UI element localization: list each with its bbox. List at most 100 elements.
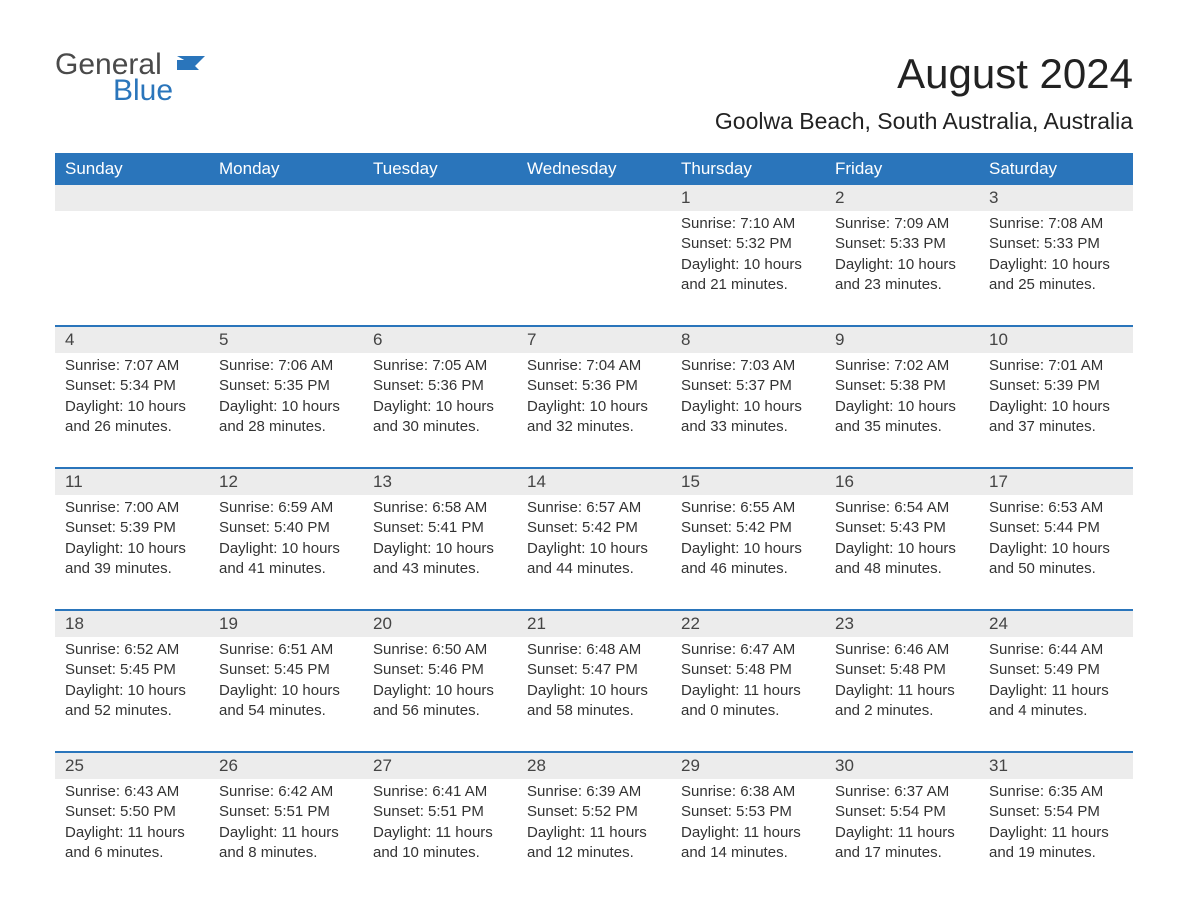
day-number: 2: [825, 185, 979, 211]
day-data: Sunrise: 7:07 AMSunset: 5:34 PMDaylight:…: [55, 353, 209, 453]
day-number: 1: [671, 185, 825, 211]
day-number: 30: [825, 753, 979, 779]
day-data: Sunrise: 6:48 AMSunset: 5:47 PMDaylight:…: [517, 637, 671, 737]
day-data: Sunrise: 6:59 AMSunset: 5:40 PMDaylight:…: [209, 495, 363, 595]
calendar-cell: 6Sunrise: 7:05 AMSunset: 5:36 PMDaylight…: [363, 327, 517, 453]
day-number: 7: [517, 327, 671, 353]
day-data: Sunrise: 6:35 AMSunset: 5:54 PMDaylight:…: [979, 779, 1133, 879]
calendar-cell: 2Sunrise: 7:09 AMSunset: 5:33 PMDaylight…: [825, 185, 979, 311]
calendar-cell: 16Sunrise: 6:54 AMSunset: 5:43 PMDayligh…: [825, 469, 979, 595]
calendar-cell: 17Sunrise: 6:53 AMSunset: 5:44 PMDayligh…: [979, 469, 1133, 595]
day-data: Sunrise: 7:04 AMSunset: 5:36 PMDaylight:…: [517, 353, 671, 453]
day-number: 29: [671, 753, 825, 779]
day-data: [517, 211, 671, 311]
day-number: 18: [55, 611, 209, 637]
day-number: 24: [979, 611, 1133, 637]
day-number: 25: [55, 753, 209, 779]
day-data: [363, 211, 517, 311]
day-number: 14: [517, 469, 671, 495]
day-header-thursday: Thursday: [671, 153, 825, 185]
calendar-cell: 24Sunrise: 6:44 AMSunset: 5:49 PMDayligh…: [979, 611, 1133, 737]
day-number: 31: [979, 753, 1133, 779]
logo-blue-text: Blue: [113, 76, 173, 106]
day-data: Sunrise: 6:37 AMSunset: 5:54 PMDaylight:…: [825, 779, 979, 879]
calendar-cell: 25Sunrise: 6:43 AMSunset: 5:50 PMDayligh…: [55, 753, 209, 879]
day-data: Sunrise: 7:02 AMSunset: 5:38 PMDaylight:…: [825, 353, 979, 453]
day-data: Sunrise: 7:03 AMSunset: 5:37 PMDaylight:…: [671, 353, 825, 453]
day-number: 23: [825, 611, 979, 637]
calendar-cell: 23Sunrise: 6:46 AMSunset: 5:48 PMDayligh…: [825, 611, 979, 737]
calendar-cell: [209, 185, 363, 311]
calendar-cell: 9Sunrise: 7:02 AMSunset: 5:38 PMDaylight…: [825, 327, 979, 453]
calendar: Sunday Monday Tuesday Wednesday Thursday…: [55, 153, 1133, 879]
day-number: 6: [363, 327, 517, 353]
calendar-cell: [55, 185, 209, 311]
calendar-cell: 5Sunrise: 7:06 AMSunset: 5:35 PMDaylight…: [209, 327, 363, 453]
calendar-cell: 28Sunrise: 6:39 AMSunset: 5:52 PMDayligh…: [517, 753, 671, 879]
day-headers-row: Sunday Monday Tuesday Wednesday Thursday…: [55, 153, 1133, 185]
day-data: Sunrise: 6:55 AMSunset: 5:42 PMDaylight:…: [671, 495, 825, 595]
day-number: 19: [209, 611, 363, 637]
day-data: Sunrise: 6:43 AMSunset: 5:50 PMDaylight:…: [55, 779, 209, 879]
day-number: 20: [363, 611, 517, 637]
calendar-cell: 11Sunrise: 7:00 AMSunset: 5:39 PMDayligh…: [55, 469, 209, 595]
day-number: 5: [209, 327, 363, 353]
day-data: Sunrise: 6:39 AMSunset: 5:52 PMDaylight:…: [517, 779, 671, 879]
calendar-cell: 12Sunrise: 6:59 AMSunset: 5:40 PMDayligh…: [209, 469, 363, 595]
day-number: 21: [517, 611, 671, 637]
day-data: [55, 211, 209, 311]
calendar-cell: 10Sunrise: 7:01 AMSunset: 5:39 PMDayligh…: [979, 327, 1133, 453]
day-number: 13: [363, 469, 517, 495]
calendar-cell: 27Sunrise: 6:41 AMSunset: 5:51 PMDayligh…: [363, 753, 517, 879]
day-header-saturday: Saturday: [979, 153, 1133, 185]
calendar-cell: 30Sunrise: 6:37 AMSunset: 5:54 PMDayligh…: [825, 753, 979, 879]
day-data: Sunrise: 7:01 AMSunset: 5:39 PMDaylight:…: [979, 353, 1133, 453]
day-number: [363, 185, 517, 211]
calendar-cell: 4Sunrise: 7:07 AMSunset: 5:34 PMDaylight…: [55, 327, 209, 453]
day-data: Sunrise: 7:06 AMSunset: 5:35 PMDaylight:…: [209, 353, 363, 453]
day-data: Sunrise: 7:09 AMSunset: 5:33 PMDaylight:…: [825, 211, 979, 311]
calendar-cell: 22Sunrise: 6:47 AMSunset: 5:48 PMDayligh…: [671, 611, 825, 737]
day-number: [209, 185, 363, 211]
day-data: Sunrise: 6:38 AMSunset: 5:53 PMDaylight:…: [671, 779, 825, 879]
calendar-cell: [363, 185, 517, 311]
weeks-container: 1Sunrise: 7:10 AMSunset: 5:32 PMDaylight…: [55, 185, 1133, 879]
calendar-cell: 1Sunrise: 7:10 AMSunset: 5:32 PMDaylight…: [671, 185, 825, 311]
calendar-cell: 29Sunrise: 6:38 AMSunset: 5:53 PMDayligh…: [671, 753, 825, 879]
day-number: 28: [517, 753, 671, 779]
month-title: August 2024: [715, 50, 1133, 98]
day-number: 12: [209, 469, 363, 495]
day-number: 22: [671, 611, 825, 637]
logo: General Blue: [55, 50, 211, 106]
day-number: 17: [979, 469, 1133, 495]
day-data: Sunrise: 6:42 AMSunset: 5:51 PMDaylight:…: [209, 779, 363, 879]
day-header-tuesday: Tuesday: [363, 153, 517, 185]
day-number: 26: [209, 753, 363, 779]
calendar-cell: 3Sunrise: 7:08 AMSunset: 5:33 PMDaylight…: [979, 185, 1133, 311]
page-header: General Blue August 2024 Goolwa Beach, S…: [55, 50, 1133, 135]
day-header-sunday: Sunday: [55, 153, 209, 185]
calendar-cell: 21Sunrise: 6:48 AMSunset: 5:47 PMDayligh…: [517, 611, 671, 737]
day-data: Sunrise: 6:46 AMSunset: 5:48 PMDaylight:…: [825, 637, 979, 737]
week-row: 1Sunrise: 7:10 AMSunset: 5:32 PMDaylight…: [55, 185, 1133, 311]
day-number: 10: [979, 327, 1133, 353]
day-number: 15: [671, 469, 825, 495]
calendar-cell: 7Sunrise: 7:04 AMSunset: 5:36 PMDaylight…: [517, 327, 671, 453]
calendar-cell: 26Sunrise: 6:42 AMSunset: 5:51 PMDayligh…: [209, 753, 363, 879]
day-number: 4: [55, 327, 209, 353]
calendar-cell: 13Sunrise: 6:58 AMSunset: 5:41 PMDayligh…: [363, 469, 517, 595]
title-block: August 2024 Goolwa Beach, South Australi…: [715, 50, 1133, 135]
calendar-cell: 8Sunrise: 7:03 AMSunset: 5:37 PMDaylight…: [671, 327, 825, 453]
day-header-wednesday: Wednesday: [517, 153, 671, 185]
day-data: Sunrise: 6:53 AMSunset: 5:44 PMDaylight:…: [979, 495, 1133, 595]
week-row: 18Sunrise: 6:52 AMSunset: 5:45 PMDayligh…: [55, 609, 1133, 737]
day-data: Sunrise: 6:57 AMSunset: 5:42 PMDaylight:…: [517, 495, 671, 595]
day-number: 27: [363, 753, 517, 779]
day-number: [55, 185, 209, 211]
calendar-cell: 15Sunrise: 6:55 AMSunset: 5:42 PMDayligh…: [671, 469, 825, 595]
calendar-cell: 31Sunrise: 6:35 AMSunset: 5:54 PMDayligh…: [979, 753, 1133, 879]
week-row: 25Sunrise: 6:43 AMSunset: 5:50 PMDayligh…: [55, 751, 1133, 879]
day-number: 9: [825, 327, 979, 353]
calendar-cell: 20Sunrise: 6:50 AMSunset: 5:46 PMDayligh…: [363, 611, 517, 737]
day-data: Sunrise: 6:58 AMSunset: 5:41 PMDaylight:…: [363, 495, 517, 595]
